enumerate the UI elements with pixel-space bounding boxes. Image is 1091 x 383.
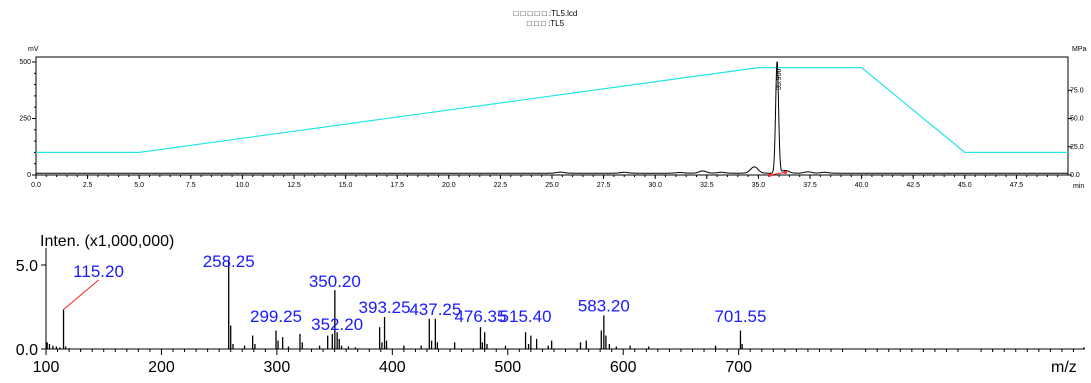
y-right-tick-label: 25.0: [1070, 144, 1084, 151]
x-tick-label: 2.5: [83, 182, 93, 189]
ms-x-tick-label: 300: [264, 359, 291, 376]
x-tick-label: 7.5: [186, 182, 196, 189]
x-tick-label: 25.0: [545, 182, 559, 189]
ms-x-tick-label: 600: [610, 359, 637, 376]
ms-peak-label: 437.25: [409, 300, 461, 319]
ms-x-tick-label: 200: [148, 359, 175, 376]
ms-y-axis-label: Inten. (x1,000,000): [40, 233, 174, 250]
peak-retention-label: 35.906: [776, 68, 783, 90]
sample-name-line: □ □ □ :TL5: [526, 19, 565, 28]
y-tick-label: 250: [19, 116, 31, 123]
ms-x-tick-label: 500: [494, 359, 521, 376]
y-axis-left-unit: mV: [28, 46, 39, 53]
x-tick-label: 37.5: [803, 182, 817, 189]
x-tick-label: 20.0: [442, 182, 456, 189]
ms-x-tick-label: 700: [725, 359, 752, 376]
ms-peak-label: 701.55: [714, 307, 766, 326]
ms-x-axis-label: m/z: [1051, 359, 1077, 376]
ms-peak-label: 583.20: [578, 296, 630, 315]
y-tick-label: 0: [27, 172, 31, 179]
x-tick-label: 32.5: [700, 182, 714, 189]
integration-start-marker: [768, 173, 772, 177]
ms-x-tick-label: 100: [33, 359, 60, 376]
x-tick-label: 35.0: [752, 182, 766, 189]
x-tick-label: 27.5: [597, 182, 611, 189]
ms-peak-label: 115.20: [73, 262, 124, 281]
y-right-tick-label: 75.0: [1070, 87, 1084, 94]
ms-peak-label: 299.25: [250, 307, 302, 326]
chromatogram-chart: mV MPa min 0 250 500 0.0 25.0 50.0 75.0 0.0 2.5 5.0 7…: [19, 46, 1087, 190]
x-tick-label: 42.5: [906, 182, 920, 189]
ms-peak-label: 393.25: [359, 298, 411, 317]
x-tick-label: 10.0: [236, 182, 250, 189]
ms-peak-label: 350.20: [309, 272, 361, 291]
chromatogram-trace: [36, 61, 1068, 174]
file-name-line: □ □ □ □ □ :TL5.lcd: [513, 9, 578, 18]
ms-y-tick-label: 0.0: [16, 342, 38, 359]
ms-label-leader: [63, 279, 99, 310]
pressure-trace: [36, 67, 1068, 153]
x-tick-label: 40.0: [855, 182, 869, 189]
y-axis-right-unit: MPa: [1072, 46, 1087, 53]
y-right-tick-label: 50.0: [1070, 116, 1084, 123]
x-tick-label: 0.0: [31, 182, 41, 189]
x-tick-label: 22.5: [494, 182, 508, 189]
ms-x-tick-label: 400: [379, 359, 406, 376]
x-tick-label: 30.0: [648, 182, 662, 189]
integration-baseline: [769, 171, 786, 176]
y-tick-label: 500: [19, 59, 31, 66]
ms-peak-label: 258.25: [203, 252, 255, 271]
x-tick-label: 15.0: [339, 182, 353, 189]
ms-peak-label: 515.40: [500, 307, 552, 326]
y-right-tick-label: 0.0: [1070, 172, 1080, 179]
ms-y-tick-label: 5.0: [16, 258, 38, 275]
ms-peak-label: 476.35: [454, 307, 506, 326]
x-tick-label: 17.5: [390, 182, 404, 189]
x-tick-label: 5.0: [134, 182, 144, 189]
x-tick-label: 12.5: [287, 182, 301, 189]
ms-peak-label: 352.20: [311, 315, 363, 334]
integration-end-marker: [783, 170, 787, 174]
x-axis-unit: min: [1073, 183, 1084, 190]
x-tick-label: 47.5: [1010, 182, 1024, 189]
x-tick-label: 45.0: [958, 182, 972, 189]
